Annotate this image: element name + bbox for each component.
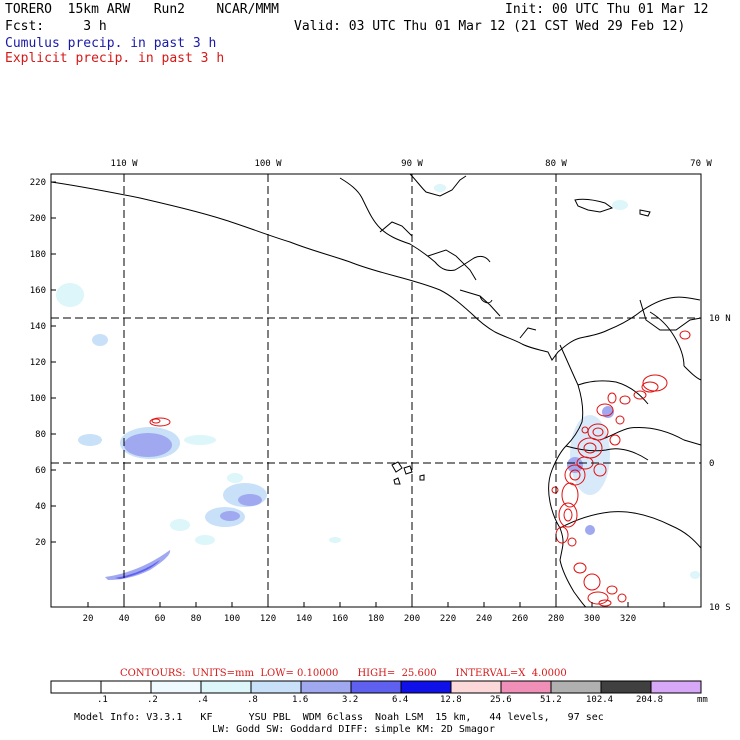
bottom-tick-label: 180 [368, 614, 384, 624]
bottom-tick-label: 160 [332, 614, 348, 624]
longitude-label: 110 W [110, 159, 138, 169]
bottom-tick-label: 80 [191, 614, 202, 624]
colorbar-label: .8 [247, 695, 258, 705]
cumulus-precip-shading [56, 184, 700, 580]
colorbar [50, 680, 702, 694]
coastlines [50, 173, 702, 608]
bottom-tick-label: 140 [296, 614, 312, 624]
colorbar-label: 102.4 [586, 695, 614, 705]
contours-info: CONTOURS: UNITS=mm LOW= 0.10000 HIGH= 25… [120, 668, 567, 679]
left-tick-label: 140 [30, 322, 46, 332]
model-title: TORERO 15km ARW Run2 NCAR/MMM [5, 2, 279, 17]
bottom-tick-label: 220 [440, 614, 456, 624]
longitude-labels: 110 W 100 W 90 W 80 W 70 W [110, 159, 712, 169]
left-tick-label: 40 [35, 502, 46, 512]
bottom-tick-label: 120 [260, 614, 276, 624]
left-tick-label: 220 [30, 178, 46, 188]
left-tick-label: 180 [30, 250, 46, 260]
colorbar-label: 25.6 [490, 695, 512, 705]
explicit-precip-contours [149, 330, 691, 607]
longitude-label: 100 W [254, 159, 282, 169]
explicit-precip-label: Explicit precip. in past 3 h [5, 51, 225, 66]
colorbar-label: .4 [197, 695, 208, 705]
colorbar-label: 51.2 [540, 695, 562, 705]
bottom-axis [87, 602, 665, 607]
bottom-tick-label: 260 [512, 614, 528, 624]
left-tick-labels: 220 200 180 160 140 120 100 80 60 40 20 [30, 178, 46, 548]
bottom-tick-label: 100 [224, 614, 240, 624]
init-time: Init: 00 UTC Thu 01 Mar 12 [505, 2, 709, 17]
model-info-line1: Model Info: V3.3.1 KF YSU PBL WDM 6class… [74, 712, 604, 723]
bottom-tick-label: 60 [155, 614, 166, 624]
colorbar-label: .1 [97, 695, 108, 705]
latitude-label: 0 [709, 459, 714, 469]
bottom-tick-label: 20 [83, 614, 94, 624]
colorbar-label: .2 [147, 695, 158, 705]
colorbar-unit: mm [697, 695, 708, 705]
left-axis [51, 181, 56, 543]
bottom-tick-label: 300 [584, 614, 600, 624]
colorbar-label: 204.8 [636, 695, 664, 705]
bottom-tick-labels: 20 40 60 80 100 120 140 160 180 200 220 … [83, 614, 637, 624]
longitude-label: 80 W [545, 159, 567, 169]
left-tick-label: 80 [35, 430, 46, 440]
longitude-label: 70 W [690, 159, 712, 169]
left-tick-label: 60 [35, 466, 46, 476]
left-tick-label: 160 [30, 286, 46, 296]
bottom-tick-label: 240 [476, 614, 492, 624]
latitude-labels: 10 N 0 10 S [709, 314, 731, 613]
bottom-tick-label: 280 [548, 614, 564, 624]
graticule [51, 174, 701, 607]
left-tick-label: 200 [30, 214, 46, 224]
bottom-tick-label: 200 [404, 614, 420, 624]
bottom-tick-label: 40 [119, 614, 130, 624]
latitude-label: 10 S [709, 603, 731, 613]
left-tick-label: 100 [30, 394, 46, 404]
colorbar-label: 3.2 [342, 695, 359, 705]
left-tick-label: 120 [30, 358, 46, 368]
map-frame [50, 173, 702, 608]
left-tick-label: 20 [35, 538, 46, 548]
colorbar-label: 12.8 [440, 695, 462, 705]
latitude-label: 10 N [709, 314, 731, 324]
forecast-hour: Fcst: 3 h [5, 19, 107, 34]
bottom-tick-label: 320 [620, 614, 636, 624]
model-info-line2: LW: Godd SW: Goddard DIFF: simple KM: 2D… [212, 724, 495, 735]
colorbar-label: 1.6 [292, 695, 309, 705]
cumulus-precip-label: Cumulus precip. in past 3 h [5, 36, 217, 51]
colorbar-label: 6.4 [392, 695, 409, 705]
valid-time: Valid: 03 UTC Thu 01 Mar 12 (21 CST Wed … [294, 19, 686, 34]
longitude-label: 90 W [401, 159, 423, 169]
